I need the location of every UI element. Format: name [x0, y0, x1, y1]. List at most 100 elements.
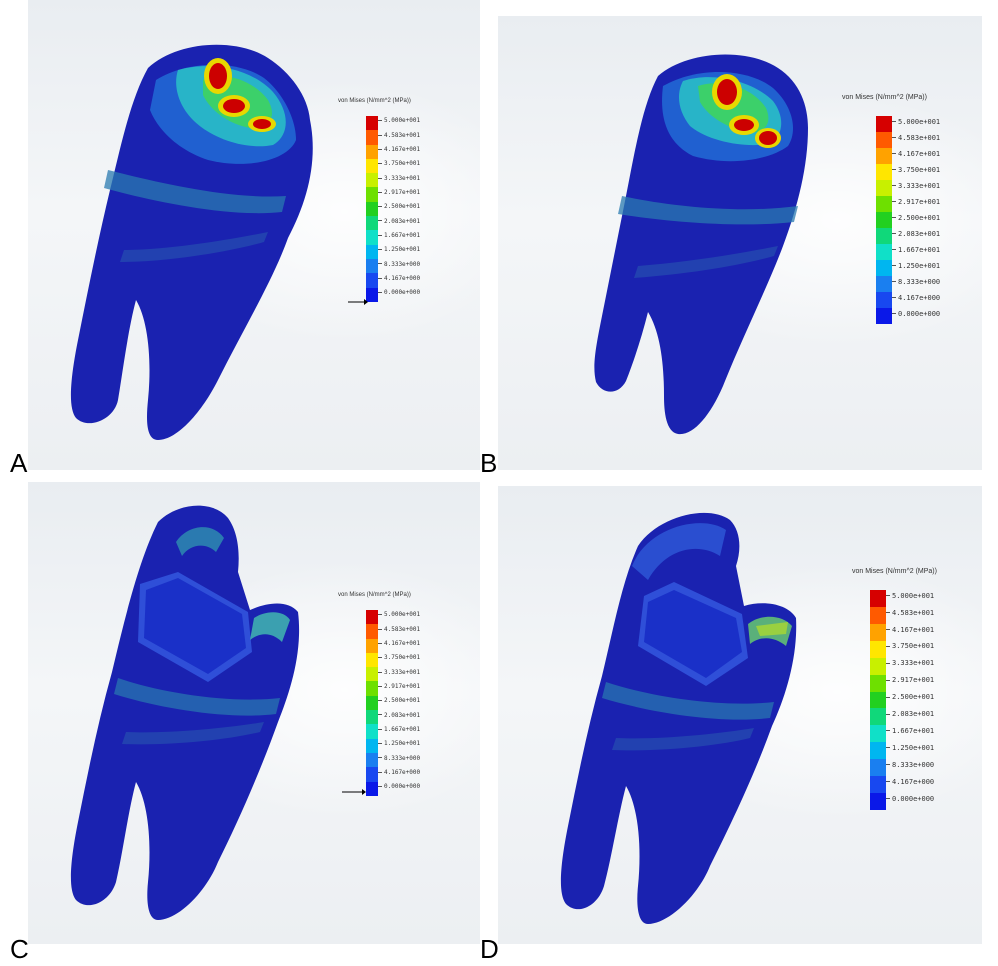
legend-color-segment [366, 273, 378, 288]
legend-tick [378, 191, 382, 193]
legend-color-segment [876, 228, 892, 244]
panel-b-legend: von Mises (N/mm^2 (MPa)) 5.000e+001 4.583… [842, 94, 972, 334]
legend-tick [892, 312, 896, 314]
legend-tick [378, 757, 382, 759]
legend-value-label: 5.000e+001 [892, 591, 935, 600]
legend-tick [892, 168, 896, 170]
legend-color-segment [366, 201, 378, 217]
legend-tick [378, 120, 382, 122]
legend-value-label: 2.083e+001 [384, 217, 421, 225]
legend-tick [892, 184, 896, 186]
legend-value-label: 0.000e+000 [384, 783, 421, 791]
legend-color-segment [366, 710, 378, 725]
legend-tick [378, 771, 382, 773]
legend-tick [892, 280, 896, 282]
legend-value-label: 0.000e+000 [384, 289, 421, 297]
legend-tick [886, 628, 890, 630]
legend-color-segment [366, 767, 378, 782]
legend-labels: 5.000e+001 4.583e+001 4.167e+001 3.750e+001… [892, 590, 972, 810]
legend-color-segment [366, 130, 378, 145]
legend-color-segment [876, 308, 892, 324]
legend-color-segment [870, 606, 886, 624]
legend-tick [892, 152, 896, 154]
legend-tick [892, 232, 896, 234]
legend-color-segment [366, 638, 378, 653]
legend-tick [378, 263, 382, 265]
legend-color-segment [870, 657, 886, 675]
panel-label-c: C [10, 934, 29, 964]
legend-value-label: 4.167e+001 [384, 146, 421, 154]
panel-a: von Mises (N/mm^2 (MPa)) 5.000e+001 4.583… [28, 0, 480, 470]
legend-tick [886, 679, 890, 681]
legend-color-segment [870, 691, 886, 709]
legend-tick [378, 206, 382, 208]
legend-value-label: 2.500e+001 [384, 697, 421, 705]
legend-color-segment [876, 276, 892, 292]
legend-color-segment [366, 216, 378, 231]
legend-value-label: 4.167e+000 [384, 768, 421, 776]
legend-tick [378, 657, 382, 659]
legend-value-label: 3.750e+001 [384, 160, 421, 168]
legend-labels: 5.000e+001 4.583e+001 4.167e+001 3.750e+001… [384, 116, 444, 302]
legend-tick [378, 685, 382, 687]
legend-tick [886, 662, 890, 664]
legend-value-label: 4.583e+001 [384, 625, 421, 633]
legend-value-label: 8.333e+000 [892, 760, 935, 769]
legend-value-label: 1.667e+001 [892, 727, 935, 736]
legend-title: von Mises (N/mm^2 (MPa)) [852, 568, 937, 575]
legend-value-label: 3.750e+001 [898, 165, 941, 174]
legend-color-segment [870, 793, 886, 810]
legend-tick [886, 747, 890, 749]
legend-color-segment [876, 164, 892, 180]
panel-b: von Mises (N/mm^2 (MPa)) 5.000e+001 4.583… [498, 16, 982, 470]
legend-tick [886, 781, 890, 783]
legend-value-label: 3.333e+001 [898, 181, 941, 190]
legend-color-segment [876, 244, 892, 260]
legend-color-segment [876, 180, 892, 196]
legend-tick [378, 177, 382, 179]
legend-value-label: 1.250e+001 [384, 740, 421, 748]
legend-tick [378, 134, 382, 136]
legend-tick [378, 234, 382, 236]
legend-color-segment [870, 623, 886, 641]
legend-tick [378, 628, 382, 630]
legend-color-segment [870, 640, 886, 658]
legend-color-segment [366, 258, 378, 274]
legend-color-segment [870, 708, 886, 726]
legend-value-label: 5.000e+001 [384, 611, 421, 619]
legend-tick [892, 296, 896, 298]
legend-color-segment [366, 173, 378, 188]
legend-value-label: 2.500e+001 [384, 203, 421, 211]
legend-value-label: 0.000e+000 [892, 794, 935, 803]
legend-color-segment [876, 212, 892, 228]
legend-value-label: 4.167e+001 [384, 640, 421, 648]
legend-value-label: 2.500e+001 [892, 693, 935, 702]
legend-value-label: 5.000e+001 [898, 117, 941, 126]
legend-tick [378, 728, 382, 730]
legend-color-segment [876, 292, 892, 308]
panel-label-a: A [10, 448, 28, 478]
panel-label-d: D [480, 934, 499, 964]
legend-tick [892, 216, 896, 218]
legend-color-segment [870, 590, 886, 607]
legend-tick [378, 785, 382, 787]
legend-tick [886, 764, 890, 766]
legend-tick [886, 645, 890, 647]
legend-value-label: 2.917e+001 [384, 682, 421, 690]
legend-color-segment [366, 610, 378, 625]
legend-color-segment [870, 776, 886, 794]
legend-color-segment [876, 260, 892, 276]
legend-value-label: 4.167e+000 [898, 293, 941, 302]
legend-color-segment [366, 781, 378, 796]
panel-c-legend: von Mises (N/mm^2 (MPa)) 5.000e+001 4.583… [338, 592, 448, 804]
legend-color-segment [366, 652, 378, 668]
legend-labels: 5.000e+001 4.583e+001 4.167e+001 3.750e+001… [898, 116, 968, 324]
panel-d: von Mises (N/mm^2 (MPa)) 5.000e+001 4.583… [498, 486, 982, 944]
legend-value-label: 8.333e+000 [384, 754, 421, 762]
legend-tick [378, 148, 382, 150]
legend-color-bar [366, 610, 378, 796]
legend-value-label: 1.667e+001 [384, 725, 421, 733]
legend-labels: 5.000e+001 4.583e+001 4.167e+001 3.750e+001… [384, 610, 444, 796]
legend-tick [378, 277, 382, 279]
legend-value-label: 4.167e+000 [384, 274, 421, 282]
